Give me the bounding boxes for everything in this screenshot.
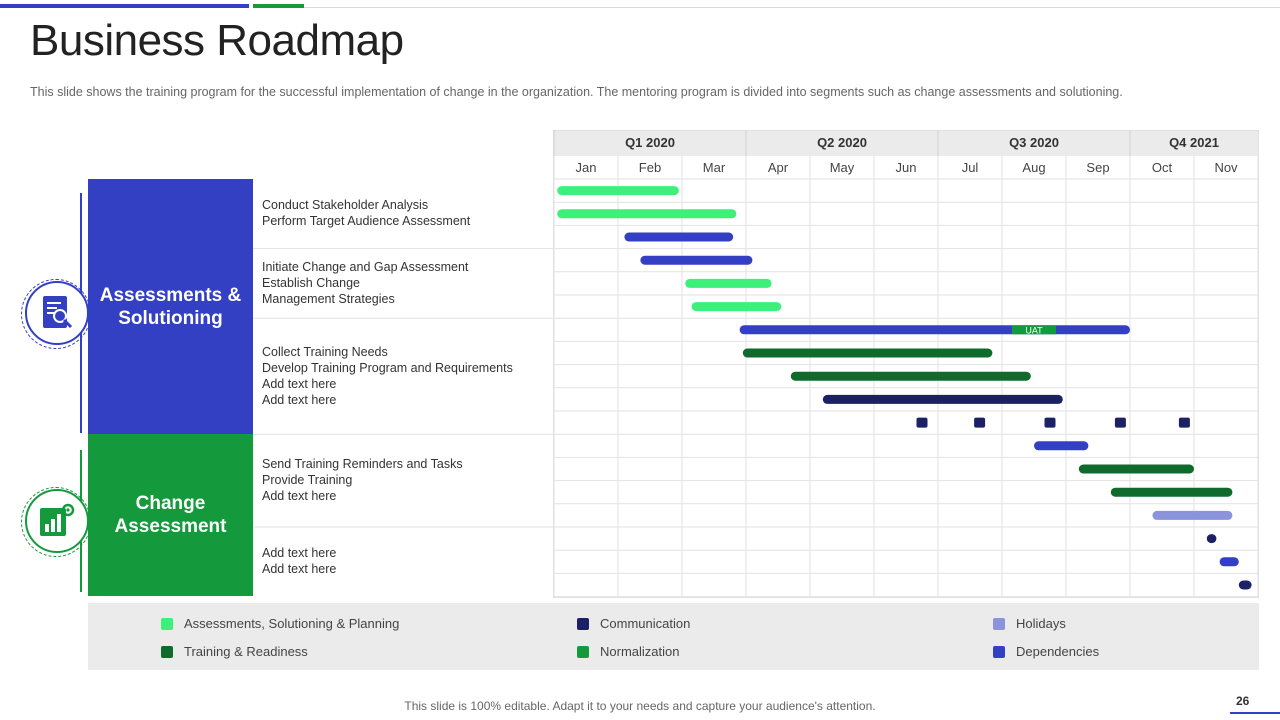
gantt-bar-dep <box>739 325 1130 335</box>
task-block-1: Conduct Stakeholder Analysis Perform Tar… <box>262 197 470 229</box>
gantt-milestone <box>1114 417 1126 428</box>
month-label: Apr <box>767 160 789 175</box>
group-change-assessment: Change Assessment <box>88 434 253 596</box>
page-title: Business Roadmap <box>30 16 404 65</box>
month-label: Jul <box>961 160 979 175</box>
quarter-label: Q2 2020 <box>817 135 867 150</box>
gantt-bar-assess <box>557 186 679 196</box>
task-block-3: Collect Training Needs Develop Training … <box>262 344 513 408</box>
task-block-5: Add text here Add text here <box>262 545 336 577</box>
top-accent-green <box>253 4 304 8</box>
gantt-milestone <box>1178 417 1190 428</box>
month-label: May <box>829 160 855 175</box>
gantt-bar-assess <box>685 278 772 288</box>
month-label: Aug <box>1022 160 1046 175</box>
document-magnifier-icon <box>25 281 89 345</box>
legend-label: Training & Readiness <box>184 644 308 659</box>
legend-swatch <box>577 617 589 630</box>
month-label: Jun <box>895 160 917 175</box>
page-number-underline <box>1230 712 1280 714</box>
month-label: Jan <box>575 160 597 175</box>
task-text: Add text here <box>262 393 337 407</box>
gantt-bar-dep <box>1034 441 1089 451</box>
group-assessments-solutioning: Assessments & Solutioning <box>88 179 253 434</box>
legend-swatch <box>161 617 173 630</box>
gantt-bar-comm <box>822 394 1063 404</box>
legend-item-communication: Communication <box>577 616 690 631</box>
gantt-bar-comm <box>1238 580 1252 590</box>
legend-swatch <box>993 617 1005 630</box>
quarter-label: Q1 2020 <box>625 135 675 150</box>
task-text: Perform Target Audience Assessment <box>262 214 471 228</box>
page-subtitle: This slide shows the training program fo… <box>30 85 1123 99</box>
task-text: Collect Training Needs <box>262 345 388 359</box>
legend-label: Dependencies <box>1016 644 1100 659</box>
legend-label: Holidays <box>1016 616 1066 631</box>
page-number: 26 <box>1236 694 1250 708</box>
quarter-label: Q4 2021 <box>1169 135 1219 150</box>
gantt-bar-assess <box>691 302 782 312</box>
task-text: Provide Training <box>262 473 353 487</box>
legend-item-normalization: Normalization <box>577 644 679 659</box>
month-label: Nov <box>1214 160 1238 175</box>
legend-label: Normalization <box>600 644 680 659</box>
legend-label: Assessments, Solutioning & Planning <box>184 616 400 631</box>
gantt-milestone <box>916 417 928 428</box>
task-text: Send Training Reminders and Tasks <box>262 457 463 471</box>
month-label: Feb <box>638 160 662 175</box>
gantt-bar-holiday <box>1152 510 1233 520</box>
task-text: Conduct Stakeholder Analysis <box>262 198 429 212</box>
gantt-bar-assess <box>557 209 737 219</box>
task-text: Initiate Change and Gap Assessment <box>262 260 469 274</box>
task-block-2: Initiate Change and Gap Assessment Estab… <box>262 259 468 307</box>
task-text: Add text here <box>262 489 337 503</box>
gantt-bar-training <box>1078 464 1194 474</box>
gantt-bar-training <box>1110 487 1233 497</box>
gantt-bar-training <box>742 348 993 358</box>
legend-swatch <box>993 645 1005 658</box>
legend-swatch <box>577 645 589 658</box>
task-text: Add text here <box>262 546 337 560</box>
legend-item-holidays: Holidays <box>993 616 1066 631</box>
report-gear-icon <box>25 489 89 553</box>
month-label: Mar <box>702 160 726 175</box>
task-text: Add text here <box>262 377 337 391</box>
gantt-bar-label-bg <box>1012 325 1056 335</box>
month-label: Sep <box>1086 160 1110 175</box>
gantt-milestone <box>1044 417 1056 428</box>
task-block-4: Send Training Reminders and Tasks Provid… <box>262 456 463 504</box>
gantt-bar-training <box>790 371 1031 381</box>
month-header-bg <box>553 156 1259 179</box>
task-text: Establish Change <box>262 276 360 290</box>
month-label: Oct <box>1151 160 1173 175</box>
gantt-bar-dep <box>640 255 753 265</box>
legend-label: Communication <box>600 616 691 631</box>
gantt-bar-dep <box>1219 557 1239 567</box>
gantt-bar-comm <box>1206 534 1217 544</box>
legend-item-dependencies: Dependencies <box>993 644 1099 659</box>
legend-item-assessments: Assessments, Solutioning & Planning <box>161 616 399 631</box>
legend-panel <box>88 603 1259 670</box>
task-text: Develop Training Program and Requirement… <box>262 361 513 375</box>
top-accent-blue <box>0 4 249 8</box>
quarter-label: Q3 2020 <box>1009 135 1059 150</box>
gantt-bar-dep <box>624 232 734 242</box>
quarter-header-bg <box>553 130 1259 156</box>
footer-note: This slide is 100% editable. Adapt it to… <box>404 699 876 713</box>
top-divider <box>304 7 1280 8</box>
task-text: Add text here <box>262 562 337 576</box>
legend-swatch <box>161 645 173 658</box>
gantt-milestone <box>974 417 986 428</box>
task-text: Management Strategies <box>262 292 395 306</box>
gantt-bar-label: UAT <box>1025 325 1043 335</box>
legend-item-training: Training & Readiness <box>161 644 308 659</box>
